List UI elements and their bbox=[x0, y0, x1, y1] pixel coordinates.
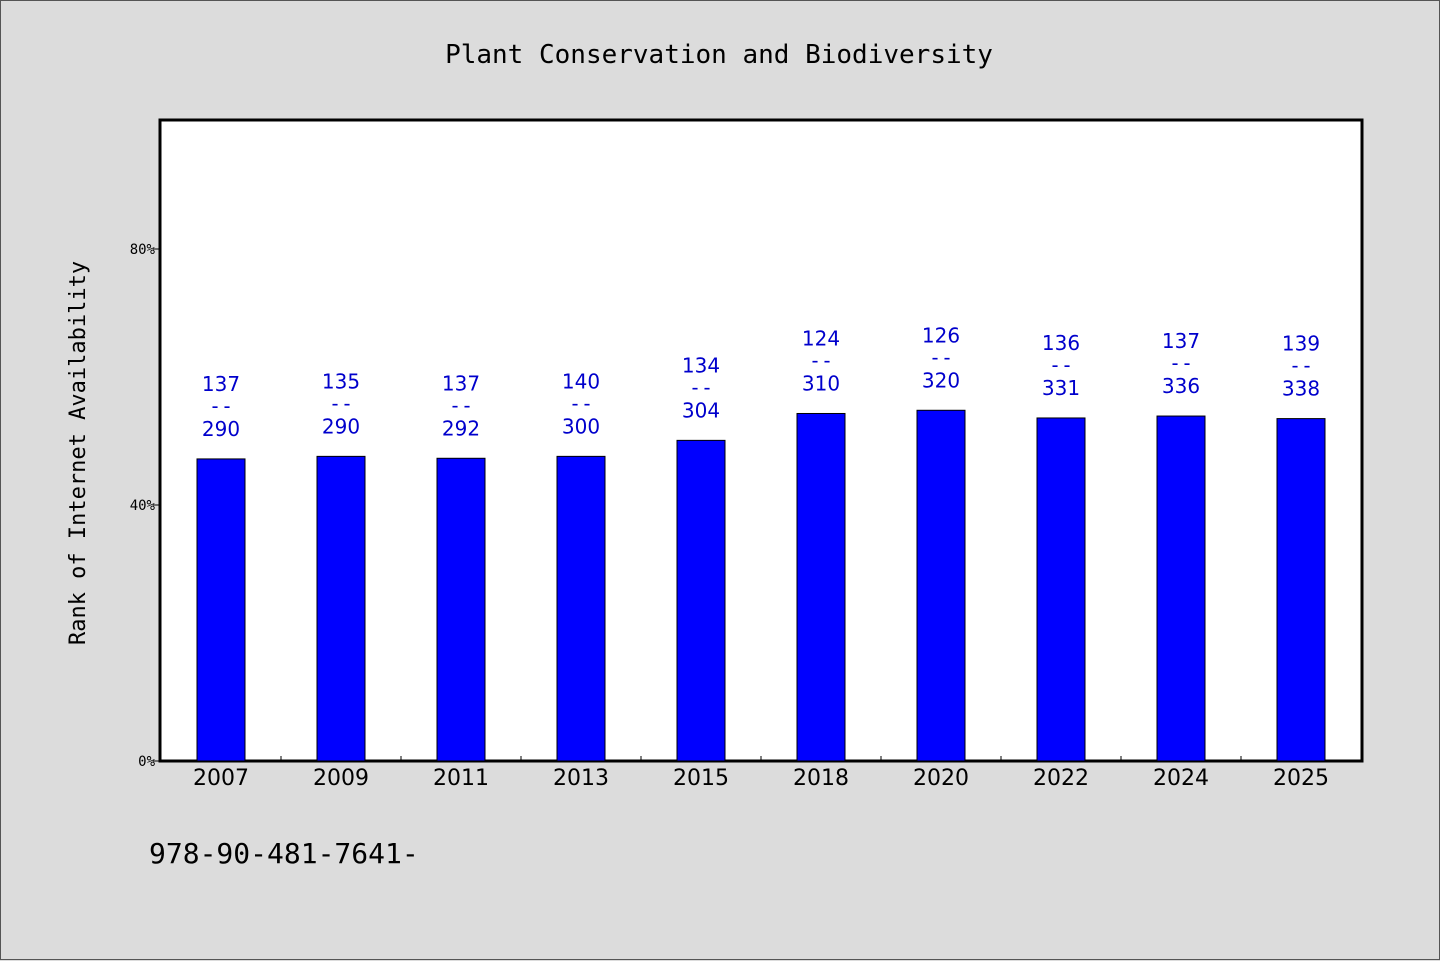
x-tick-label: 2025 bbox=[1273, 766, 1329, 791]
data-label-total: 290 bbox=[202, 417, 240, 441]
data-label-rank: 137 bbox=[442, 371, 480, 395]
data-label-separator: -- bbox=[1289, 354, 1313, 378]
x-tick-label: 2007 bbox=[193, 766, 249, 791]
data-label-total: 320 bbox=[922, 368, 960, 392]
bar-2018 bbox=[796, 412, 846, 762]
data-label-rank: 137 bbox=[202, 372, 240, 396]
data-label-separator: -- bbox=[689, 375, 713, 399]
bar-2009 bbox=[316, 455, 366, 762]
data-label-total: 304 bbox=[682, 398, 720, 422]
data-label-total: 338 bbox=[1282, 377, 1320, 401]
data-label-rank: 124 bbox=[802, 326, 840, 350]
data-label-rank: 134 bbox=[682, 353, 720, 377]
data-label-rank: 136 bbox=[1042, 331, 1080, 355]
y-tick-label: 40% bbox=[130, 498, 156, 514]
bar-2024 bbox=[1156, 415, 1206, 762]
data-label-rank: 139 bbox=[1282, 332, 1320, 356]
bar-2020 bbox=[916, 409, 966, 762]
bar-2013 bbox=[556, 455, 606, 762]
bar-2025 bbox=[1276, 418, 1326, 762]
data-label-separator: -- bbox=[329, 391, 353, 415]
bar-2022 bbox=[1036, 417, 1086, 762]
data-label-separator: -- bbox=[449, 393, 473, 417]
x-axis: 2007 2009 2011 2013 2015 2018 2020 2022 2024 2025 bbox=[193, 756, 1329, 791]
x-tick-label: 2011 bbox=[433, 766, 489, 791]
data-label-total: 300 bbox=[562, 414, 600, 438]
x-tick-label: 2015 bbox=[673, 766, 729, 791]
bar-2011 bbox=[436, 457, 486, 762]
x-tick-label: 2024 bbox=[1153, 766, 1209, 791]
x-tick-label: 2022 bbox=[1033, 766, 1089, 791]
data-label-separator: -- bbox=[809, 348, 833, 372]
x-tick-label: 2018 bbox=[793, 766, 849, 791]
data-label-separator: -- bbox=[1169, 351, 1193, 375]
x-tick-label: 2020 bbox=[913, 766, 969, 791]
data-label-separator: -- bbox=[1049, 353, 1073, 377]
y-tick-label: 0% bbox=[138, 754, 155, 770]
y-axis-label: Rank of Internet Availability bbox=[66, 261, 91, 645]
data-label-total: 331 bbox=[1042, 376, 1080, 400]
data-label-rank: 140 bbox=[562, 369, 600, 393]
y-tick-label: 80% bbox=[130, 242, 156, 258]
data-label-total: 310 bbox=[802, 371, 840, 395]
bars bbox=[196, 409, 1326, 762]
data-label-separator: -- bbox=[209, 394, 233, 418]
data-label-separator: -- bbox=[569, 391, 593, 415]
x-tick-label: 2009 bbox=[313, 766, 369, 791]
footnote: 978-90-481-7641- bbox=[149, 837, 419, 870]
bar-2015 bbox=[676, 439, 726, 762]
data-label-separator: -- bbox=[929, 345, 953, 369]
y-axis: 0% 40% 80% bbox=[130, 242, 161, 770]
bar-2007 bbox=[196, 458, 246, 762]
chart-title: Plant Conservation and Biodiversity bbox=[445, 40, 993, 70]
data-labels: 137--290135--290137--292140--300134--304… bbox=[202, 323, 1320, 441]
data-label-total: 292 bbox=[442, 416, 480, 440]
data-label-rank: 137 bbox=[1162, 329, 1200, 353]
data-label-rank: 126 bbox=[922, 323, 960, 347]
data-label-total: 336 bbox=[1162, 374, 1200, 398]
data-label-total: 290 bbox=[322, 414, 360, 438]
x-tick-label: 2013 bbox=[553, 766, 609, 791]
data-label-rank: 135 bbox=[322, 369, 360, 393]
